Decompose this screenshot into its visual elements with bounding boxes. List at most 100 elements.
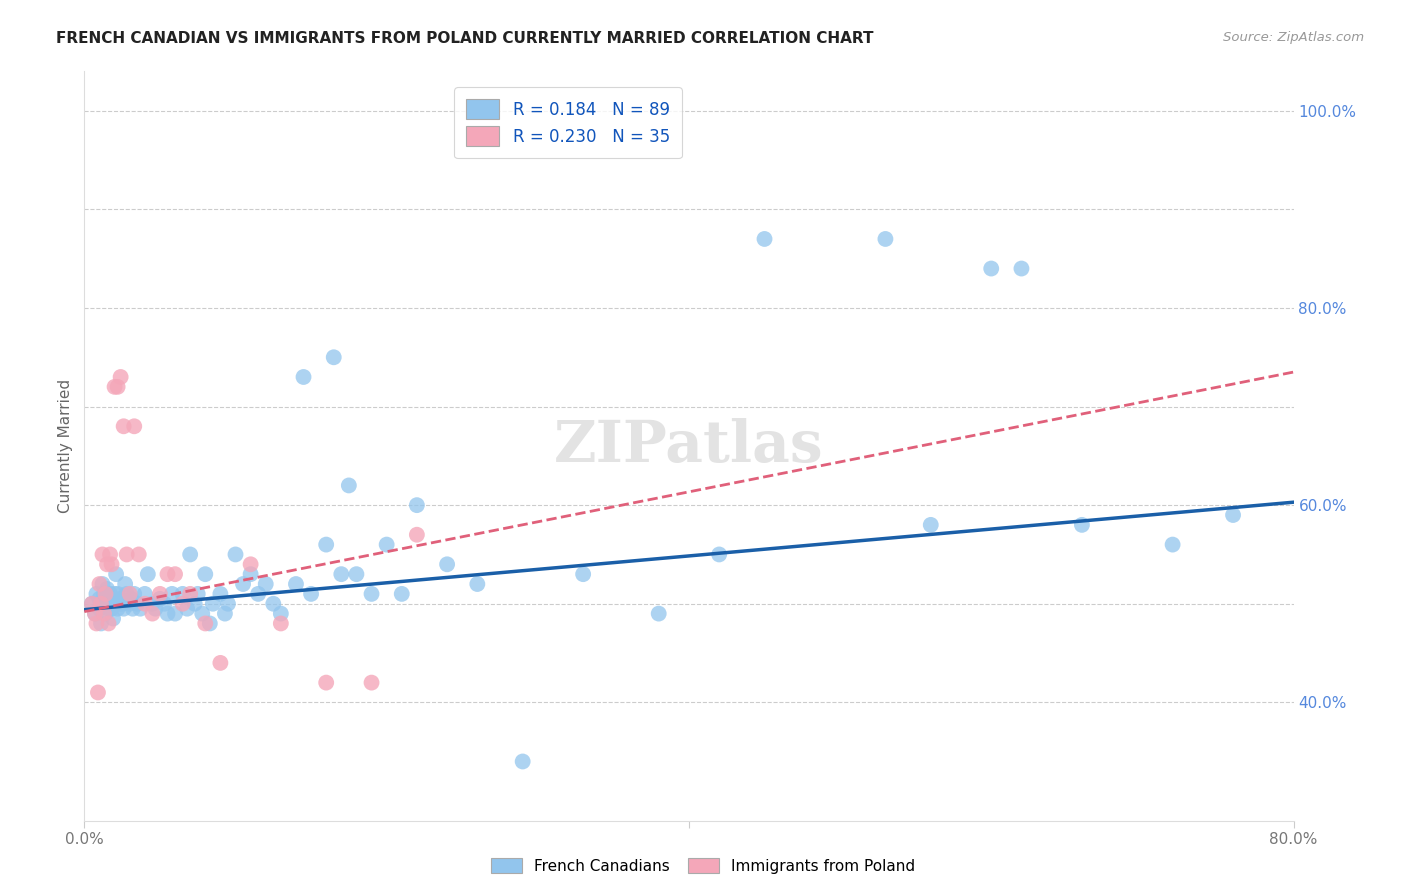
Point [104, 597, 127, 611]
Point [156, 607, 179, 621]
Point [111, 597, 134, 611]
Point [90, 597, 112, 611]
Point [121, 601, 143, 615]
Point [1161, 538, 1184, 552]
Text: FRENCH CANADIAN VS IMMIGRANTS FROM POLAND CURRENTLY MARRIED CORRELATION CHART: FRENCH CANADIAN VS IMMIGRANTS FROM POLAN… [56, 31, 873, 46]
Point [572, 567, 595, 582]
Point [87, 685, 110, 699]
Point [104, 587, 127, 601]
Point [86, 587, 108, 601]
Point [107, 587, 129, 601]
Point [315, 538, 337, 552]
Point [285, 577, 308, 591]
Point [114, 577, 136, 591]
Point [100, 558, 122, 572]
Point [330, 567, 353, 582]
Point [100, 601, 122, 615]
Point [709, 548, 731, 562]
Point [101, 611, 124, 625]
Point [149, 591, 172, 606]
Point [270, 607, 292, 621]
Point [118, 597, 141, 611]
Point [94, 607, 117, 621]
Point [875, 232, 897, 246]
Point [153, 597, 176, 611]
Point [80, 597, 103, 611]
Point [239, 567, 262, 582]
Point [467, 577, 489, 591]
Point [360, 587, 382, 601]
Point [122, 419, 145, 434]
Point [149, 587, 172, 601]
Point [315, 675, 337, 690]
Point [194, 616, 217, 631]
Point [292, 370, 315, 384]
Point [110, 370, 132, 384]
Point [91, 548, 114, 562]
Point [89, 601, 111, 615]
Point [217, 597, 239, 611]
Point [136, 567, 159, 582]
Point [225, 548, 247, 562]
Point [107, 601, 129, 615]
Point [337, 478, 360, 492]
Point [84, 607, 107, 621]
Point [89, 577, 111, 591]
Point [105, 567, 128, 582]
Point [512, 755, 534, 769]
Point [112, 601, 135, 615]
Point [86, 616, 108, 631]
Point [110, 591, 132, 606]
Point [156, 567, 179, 582]
Point [648, 607, 671, 621]
Text: Source: ZipAtlas.com: Source: ZipAtlas.com [1223, 31, 1364, 45]
Point [100, 591, 122, 606]
Point [134, 597, 156, 611]
Point [360, 675, 382, 690]
Point [254, 577, 277, 591]
Point [247, 587, 270, 601]
Point [120, 591, 142, 606]
Point [115, 548, 138, 562]
Point [980, 261, 1002, 276]
Point [96, 582, 118, 596]
Point [112, 419, 135, 434]
Y-axis label: Currently Married: Currently Married [58, 379, 73, 513]
Point [129, 601, 152, 615]
Point [436, 558, 458, 572]
Point [375, 538, 398, 552]
Legend: R = 0.184   N = 89, R = 0.230   N = 35: R = 0.184 N = 89, R = 0.230 N = 35 [454, 87, 682, 158]
Point [165, 567, 187, 582]
Point [104, 380, 127, 394]
Point [84, 607, 107, 621]
Point [80, 597, 103, 611]
Point [209, 587, 232, 601]
Point [198, 616, 221, 631]
Point [232, 577, 254, 591]
Point [134, 587, 156, 601]
Text: ZIPatlas: ZIPatlas [554, 418, 824, 474]
Point [115, 587, 138, 601]
Point [270, 616, 292, 631]
Point [94, 587, 117, 601]
Point [98, 587, 121, 601]
Point [122, 587, 145, 601]
Point [141, 597, 163, 611]
Point [160, 587, 183, 601]
Point [209, 656, 232, 670]
Point [179, 587, 201, 601]
Point [187, 587, 209, 601]
Point [299, 587, 322, 601]
Point [90, 616, 112, 631]
Point [391, 587, 413, 601]
Point [754, 232, 776, 246]
Point [97, 601, 120, 615]
Point [118, 587, 141, 601]
Point [262, 597, 284, 611]
Point [93, 587, 115, 601]
Point [194, 567, 217, 582]
Point [920, 517, 942, 532]
Point [98, 548, 121, 562]
Point [214, 607, 236, 621]
Point [406, 527, 429, 541]
